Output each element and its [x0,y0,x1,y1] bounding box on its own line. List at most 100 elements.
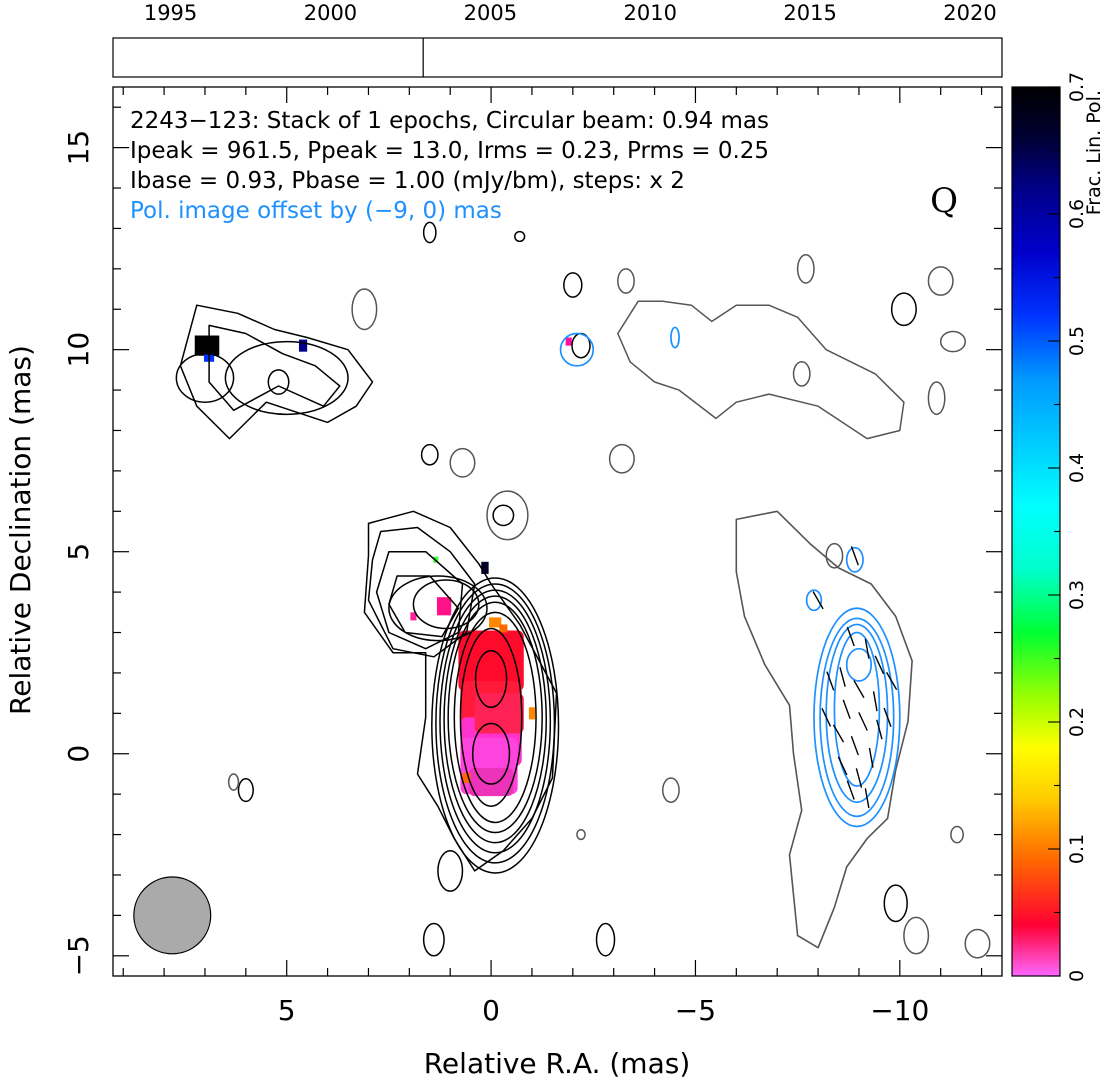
evpa-tick [832,724,845,743]
evpa-tick [850,736,859,756]
outer-contour [449,447,476,478]
evpa-tick [842,699,851,719]
outer-contour [825,542,844,569]
x-tick-labels: 5 0 −5 −10 [278,994,930,1027]
polarization-pixel [410,612,417,621]
diffuse-contour [208,324,341,412]
jet-contour [363,510,558,872]
colorbar: 0 0.1 0.2 0.3 0.4 0.5 0.6 0.7 Frac. Lin. Pol. [1011,72,1105,982]
colorbar-tick-label: 0.5 [1066,326,1088,356]
x-tick-label: −10 [870,994,929,1027]
y-axis-label: Relative Declination (mas) [4,345,37,715]
timeline-year-label: 1995 [144,1,197,25]
beam-marker [133,876,212,955]
evpa-tick [837,756,848,776]
contour-blob [224,340,349,416]
evpa-tick [853,680,865,699]
evpa-tick [850,546,859,566]
contour-blob [267,369,290,395]
polarization-pixel [489,617,502,628]
polarization-pixel [298,339,308,352]
y-tick-label: 15 [62,130,95,166]
annotation-line-2: Ipeak = 961.5, Ppeak = 13.0, Irms = 0.23… [130,138,769,164]
jet-contour [367,526,476,658]
outer-contour [796,253,815,284]
evpa-tick [846,626,855,647]
polarization-contour [833,631,881,787]
polarization-pixel [436,597,452,616]
evpa-tick [874,655,885,675]
outer-contour [227,773,240,791]
timeline: 1995 2000 2005 2010 2015 2020 [112,1,1003,78]
timeline-year-label: 2020 [943,1,996,25]
evpa-tick [872,691,878,712]
outer-contour [964,928,991,959]
evpa-tick [855,768,863,788]
polarization-pixel-patch [458,630,524,692]
beam-ellipse [133,876,212,955]
polarization-pixel [481,561,489,574]
outer-contour [950,825,964,844]
colorbar-tick-label: 0 [1066,970,1088,982]
contour-blob [420,443,439,466]
jet-contour [388,575,460,638]
contour-blob [175,352,235,403]
polarization-contour [559,332,595,367]
contour-blob [595,922,616,957]
evpa-tick [858,712,868,731]
contour-blob [883,884,908,923]
core-contour [447,601,543,834]
outer-contour [486,490,529,541]
intensity-contours [175,221,991,959]
y-tick-label: −5 [62,935,95,976]
timeline-years: 1995 2000 2005 2010 2015 2020 [144,1,997,25]
outer-contour [903,916,930,955]
colorbar-ticks: 0 0.1 0.2 0.3 0.4 0.5 0.6 0.7 [1048,72,1088,982]
core-contour [471,722,511,785]
x-tick-label: 0 [482,994,500,1027]
annotation-line-1: 2243−123: Stack of 1 epochs, Circular be… [130,108,769,134]
evpa-tick [868,747,874,768]
evpa-tick [864,638,870,659]
core-contour [443,595,548,844]
polarization-contour [845,546,864,573]
evpa-tick [812,591,824,610]
outer-contour [617,268,635,294]
outer-contour [617,300,905,440]
evpa-tick [839,667,846,687]
polarization-pixel-patch [468,767,514,797]
annotations: 2243−123: Stack of 1 epochs, Circular be… [130,108,958,224]
polarization-pixel [499,624,508,633]
y-tick-label: 5 [62,543,95,561]
colorbar-gradient [1012,87,1060,976]
colorbar-tick-label: 0.7 [1066,72,1088,102]
x-axis-label: Relative R.A. (mas) [424,1047,691,1080]
outer-contour [661,777,680,803]
contour-blob [492,504,515,527]
polarization-contour [670,326,680,349]
polarization-contour [813,607,901,828]
y-tick-labels: −5 0 5 10 15 [62,130,95,977]
polarization-outer-contour [735,510,913,949]
outer-contour [608,443,635,474]
polarization-contour [845,647,873,682]
polarization-contour [825,623,889,804]
colorbar-label: Frac. Lin. Pol. [1083,90,1105,215]
plot-area: 5 0 −5 −10 −5 0 5 10 15 Relative R.A. (mas) Rel… [4,86,1003,1080]
outer-contour [576,828,586,841]
colorbar-tick-label: 0.3 [1066,580,1088,610]
polarization-pixel [528,707,536,720]
outer-contour [927,266,954,296]
diffuse-contour [179,304,374,440]
colorbar-tick-label: 0.4 [1066,453,1088,483]
jet-contour [375,550,464,650]
polarization-contour [819,617,895,818]
outer-contour [939,330,966,353]
evpa-tick [846,780,855,800]
contour-blob [422,922,445,957]
timeline-year-label: 2000 [304,1,357,25]
evpa-tick [876,719,883,740]
axis-ticks [113,87,1002,976]
colorbar-tick-label: 0.2 [1066,707,1088,737]
